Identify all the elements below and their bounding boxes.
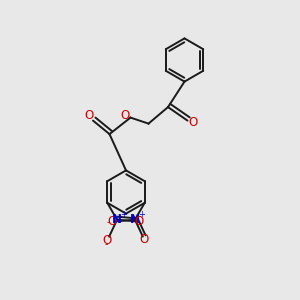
Text: O: O [103, 234, 112, 247]
Text: -: - [104, 238, 108, 249]
Text: +: + [120, 210, 127, 219]
Text: -: - [107, 217, 110, 227]
Text: O: O [188, 116, 197, 129]
Text: O: O [85, 109, 94, 122]
Text: O: O [121, 109, 130, 122]
Text: O: O [134, 215, 144, 228]
Text: O: O [140, 233, 149, 246]
Text: O: O [108, 215, 117, 228]
Text: N: N [112, 213, 122, 226]
Text: +: + [138, 210, 145, 219]
Text: N: N [130, 213, 140, 226]
